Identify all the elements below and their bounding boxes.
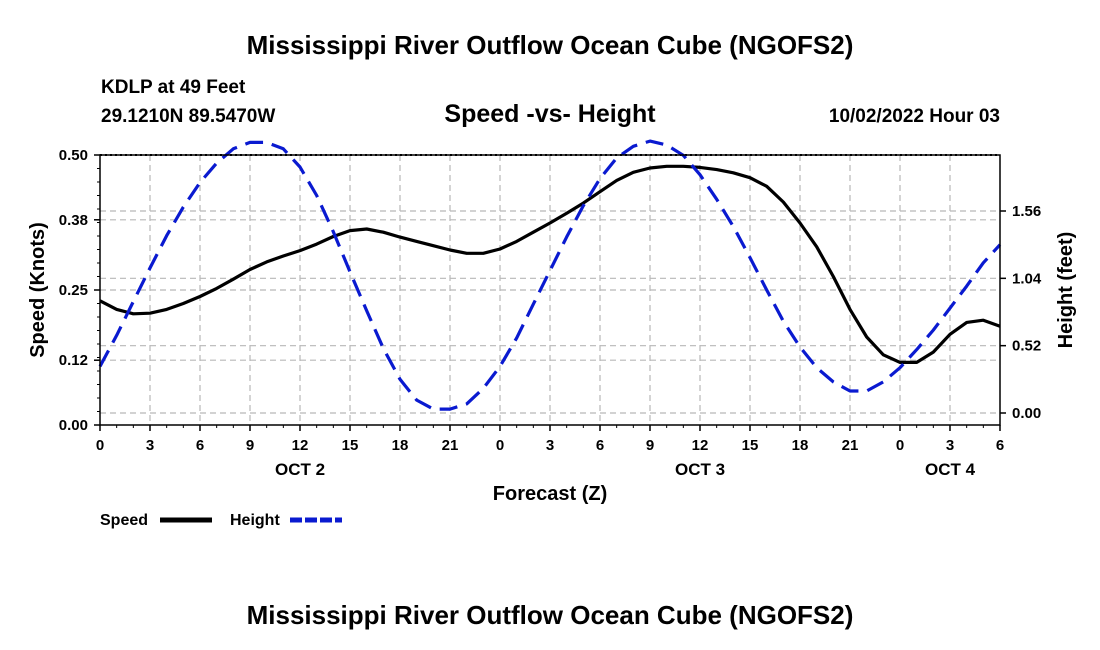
- y2-tick-label: 0.52: [1012, 338, 1041, 355]
- x-tick-label: 9: [246, 437, 254, 454]
- station-label: KDLP at 49 Feet: [101, 77, 246, 98]
- x-tick-label: 21: [442, 437, 459, 454]
- x-tick-label: 15: [742, 437, 759, 454]
- x-tick-label: 0: [896, 437, 904, 454]
- grid-lines: [100, 154, 1000, 425]
- y2-tick-label: 0.00: [1012, 405, 1041, 422]
- x-tick-label: 3: [946, 437, 954, 454]
- x-tick-label: 12: [692, 437, 709, 454]
- x-tick-label: 18: [392, 437, 409, 454]
- x-tick-label: 9: [646, 437, 654, 454]
- height-series-line: [98, 139, 1002, 411]
- series-lines: [98, 139, 1002, 411]
- date-label: OCT 4: [925, 460, 976, 479]
- date-label: OCT 2: [275, 460, 325, 479]
- y2-tick-label: 1.04: [1012, 270, 1042, 287]
- axes: 0 3 6 9 12 15 18 21 0 3 6 9 12 15 18 21 0 3 6 OCT 2 OCT 3 OCT…: [59, 147, 1042, 479]
- y-tick-label: 0.00: [59, 417, 88, 434]
- forecast-datetime: 10/02/2022 Hour 03: [828, 106, 1000, 127]
- legend-label: Height: [230, 512, 280, 529]
- x-tick-label: 12: [292, 437, 309, 454]
- x-tick-label: 0: [496, 437, 504, 454]
- y-tick-label: 0.38: [59, 212, 88, 229]
- speed-series-line: [99, 164, 1001, 364]
- x-tick-label: 3: [146, 437, 154, 454]
- legend: Speed Height: [100, 512, 342, 529]
- x-tick-label: 21: [842, 437, 859, 454]
- x-tick-label: 15: [342, 437, 359, 454]
- legend-label: Speed: [100, 512, 148, 529]
- y-tick-label: 0.25: [59, 282, 88, 299]
- x-tick-label: 0: [96, 437, 104, 454]
- y-tick-label: 0.12: [59, 352, 88, 369]
- y-tick-label: 0.50: [59, 147, 88, 164]
- x-tick-label: 18: [792, 437, 809, 454]
- chart-title: Mississippi River Outflow Ocean Cube (NG…: [246, 30, 854, 60]
- y-axis-label: Speed (Knots): [27, 222, 49, 358]
- x-axis-label: Forecast (Z): [493, 483, 607, 505]
- x-tick-label: 6: [596, 437, 604, 454]
- footer-title: Mississippi River Outflow Ocean Cube (NG…: [246, 600, 854, 630]
- station-coordinates: 29.1210N 89.5470W: [101, 106, 276, 127]
- y2-axis-label: Height (feet): [1055, 232, 1077, 349]
- chart-subtitle: Speed -vs- Height: [444, 100, 656, 128]
- x-tick-label: 3: [546, 437, 554, 454]
- x-tick-label: 6: [996, 437, 1004, 454]
- date-label: OCT 3: [675, 460, 725, 479]
- x-tick-label: 6: [196, 437, 204, 454]
- y2-tick-label: 1.56: [1012, 203, 1041, 220]
